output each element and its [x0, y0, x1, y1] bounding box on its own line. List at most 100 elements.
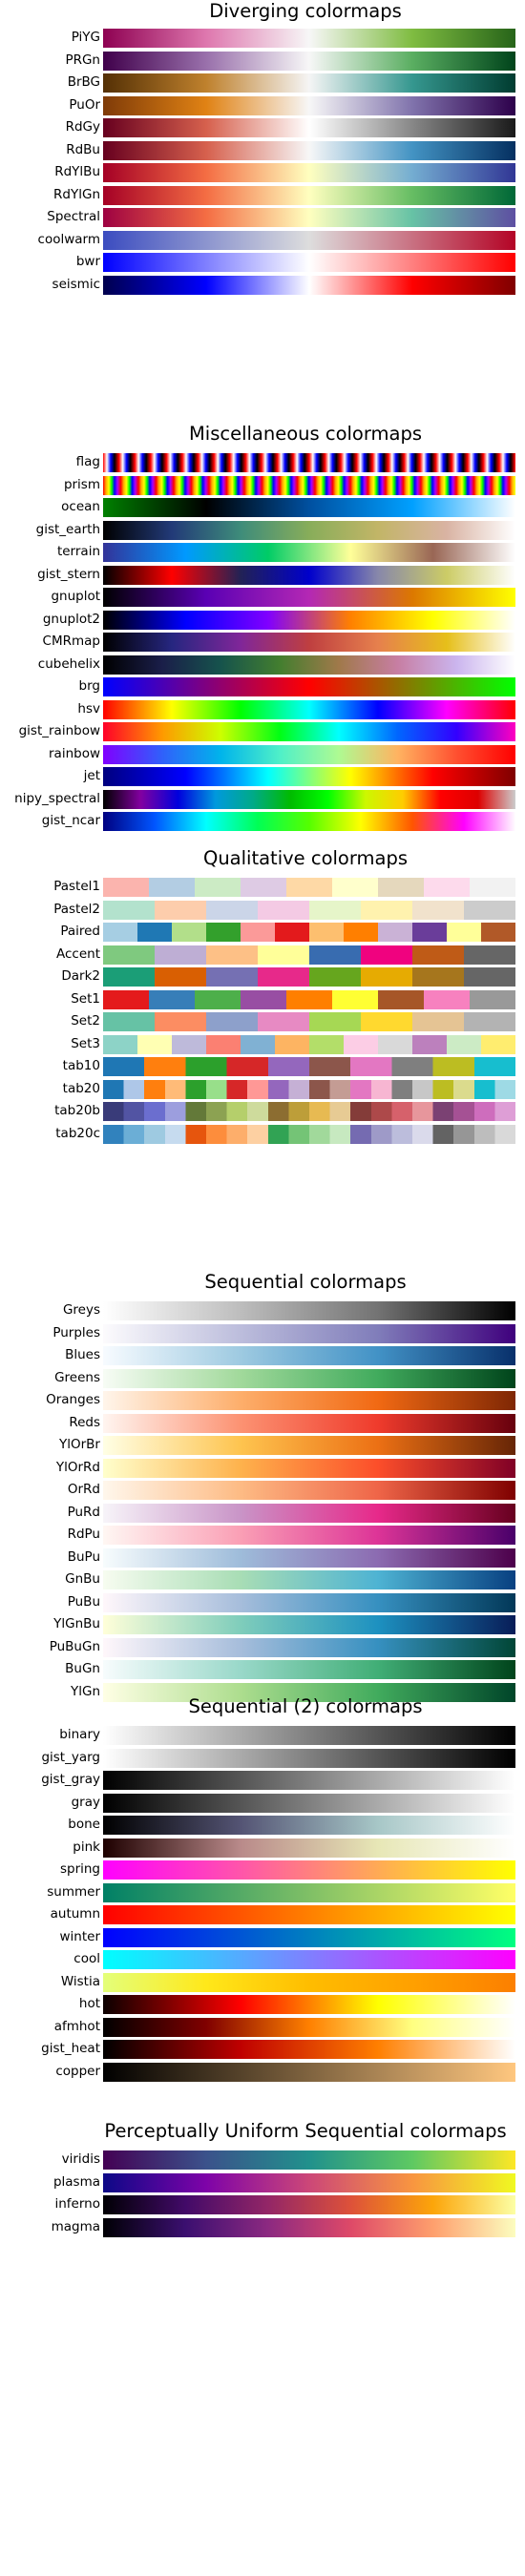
colormap-label: afmhot — [53, 2018, 100, 2034]
colormap-bar-binary — [103, 1726, 515, 1745]
colormap-bar-brg — [103, 677, 515, 696]
colormap-label: gist_gray — [41, 1772, 100, 1787]
colormap-label: RdGy — [65, 119, 100, 135]
colormap-label: hsv — [77, 700, 100, 717]
colormap-label: gist_earth — [35, 521, 100, 537]
colormap-label: Blues — [65, 1347, 100, 1362]
colormap-bar-prgn — [103, 51, 515, 71]
section-title: Perceptually Uniform Sequential colormap… — [104, 2120, 507, 2142]
colormap-bar-oranges — [103, 1391, 515, 1410]
colormap-bar-rdylbu — [103, 163, 515, 182]
colormap-label: gnuplot2 — [42, 611, 100, 627]
colormap-bar-gnbu — [103, 1570, 515, 1589]
colormap-label: RdYlBu — [54, 164, 100, 179]
colormap-label: gist_yarg — [41, 1749, 100, 1765]
colormap-label: nipy_spectral — [14, 790, 100, 806]
colormap-bar-purples — [103, 1323, 515, 1343]
colormap-label: PuOr — [69, 96, 100, 113]
colormap-label: gray — [71, 1794, 100, 1810]
colormap-label: PRGn — [65, 52, 100, 68]
colormap-label: brg — [78, 678, 100, 694]
colormap-bar-summer — [103, 1882, 515, 1902]
colormap-label: OrRd — [67, 1482, 100, 1497]
colormap-bar-puor — [103, 95, 515, 115]
colormap-bar-bwr — [103, 253, 515, 272]
colormap-label: Wistia — [60, 1973, 100, 1989]
colormap-bar-plasma — [103, 2172, 515, 2192]
colormap-label: gist_rainbow — [18, 723, 100, 738]
colormap-bar-bupu — [103, 1548, 515, 1568]
colormap-label: magma — [51, 2218, 100, 2234]
colormap-label: RdBu — [66, 141, 100, 157]
colormap-label: tab20b — [54, 1103, 100, 1118]
colormap-bar-gnuplot — [103, 588, 515, 607]
colormap-label: pink — [73, 1839, 100, 1855]
section-title: Sequential (2) colormaps — [188, 1695, 423, 1717]
colormap-label: Set3 — [71, 1035, 100, 1051]
colormap-bar-cubehelix — [103, 654, 515, 675]
colormap-label: inferno — [54, 2196, 101, 2212]
colormap-bar-ylgn — [103, 1682, 515, 1702]
colormap-bar-jet — [103, 767, 515, 786]
colormap-bar-piyg — [103, 29, 515, 48]
colormap-bar-nipy_spectral — [103, 789, 515, 809]
colormap-bar-bone — [103, 1816, 515, 1835]
colormap-label: Reds — [69, 1414, 100, 1430]
colormap-bar-pink — [103, 1838, 515, 1858]
colormap-label: BuGn — [65, 1661, 100, 1676]
colormap-bar-terrain — [103, 543, 515, 562]
colormap-label: BuPu — [67, 1548, 100, 1565]
colormap-label: Oranges — [46, 1392, 100, 1407]
colormap-label: Accent — [56, 945, 100, 962]
colormap-bar-magma — [103, 2217, 515, 2237]
colormap-label: RdYlGn — [53, 186, 100, 202]
colormap-bar-gray — [103, 1793, 515, 1813]
colormap-label: summer — [47, 1883, 100, 1900]
colormap-label: Set1 — [71, 990, 100, 1007]
colormap-label: ocean — [61, 499, 100, 514]
colormap-bar-gist_yarg — [103, 1748, 515, 1768]
colormap-bar-rainbow — [103, 744, 515, 764]
colormap-label: binary — [59, 1727, 100, 1742]
colormap-bar-rdpu — [103, 1526, 515, 1545]
colormap-label: Purples — [52, 1324, 100, 1340]
colormap-bar-blues — [103, 1346, 515, 1365]
colormap-label: flag — [75, 454, 100, 469]
colormap-bar-brbg — [103, 73, 515, 93]
colormap-bar-gist_ncar — [103, 812, 515, 831]
colormap-bar-ylgnbu — [103, 1615, 515, 1634]
colormap-bar-rdbu — [103, 140, 515, 160]
colormap-label: Spectral — [47, 209, 100, 224]
colormap-label: RdPu — [67, 1527, 100, 1542]
colormap-bar-cool — [103, 1950, 515, 1969]
colormap-label: gnuplot — [51, 589, 100, 604]
colormap-label: YlOrRd — [55, 1459, 100, 1475]
colormap-label: gist_heat — [41, 2041, 100, 2056]
colormap-bar-accent — [103, 945, 515, 965]
section-title: Sequential colormaps — [204, 1271, 407, 1293]
colormap-bar-seismic — [103, 275, 515, 295]
colormap-label: tab20 — [62, 1080, 100, 1096]
colormap-bar-prism — [103, 475, 515, 495]
colormap-label: Greens — [54, 1369, 100, 1385]
colormap-label: PiYG — [71, 30, 100, 45]
colormap-bar-reds — [103, 1413, 515, 1433]
colormap-label: YlGn — [70, 1683, 100, 1699]
colormap-bar-tab20 — [103, 1079, 515, 1099]
colormap-bar-spectral — [103, 208, 515, 227]
colormap-label: Pastel1 — [53, 879, 100, 894]
colormap-bar-pubugn — [103, 1637, 515, 1657]
colormap-bar-ylorrd — [103, 1458, 515, 1478]
colormap-label: spring — [59, 1861, 100, 1877]
colormap-label: viridis — [61, 2151, 100, 2167]
colormap-label: terrain — [56, 544, 100, 559]
colormap-bar-bugn — [103, 1660, 515, 1679]
colormap-label: tab20c — [55, 1125, 100, 1141]
section-title: Diverging colormaps — [209, 0, 402, 22]
colormap-label: hot — [78, 1996, 100, 2011]
colormap-label: Paired — [60, 924, 100, 939]
colormap-bar-ocean — [103, 498, 515, 517]
colormap-bar-autumn — [103, 1905, 515, 1924]
colormap-label: CMRmap — [42, 634, 100, 649]
